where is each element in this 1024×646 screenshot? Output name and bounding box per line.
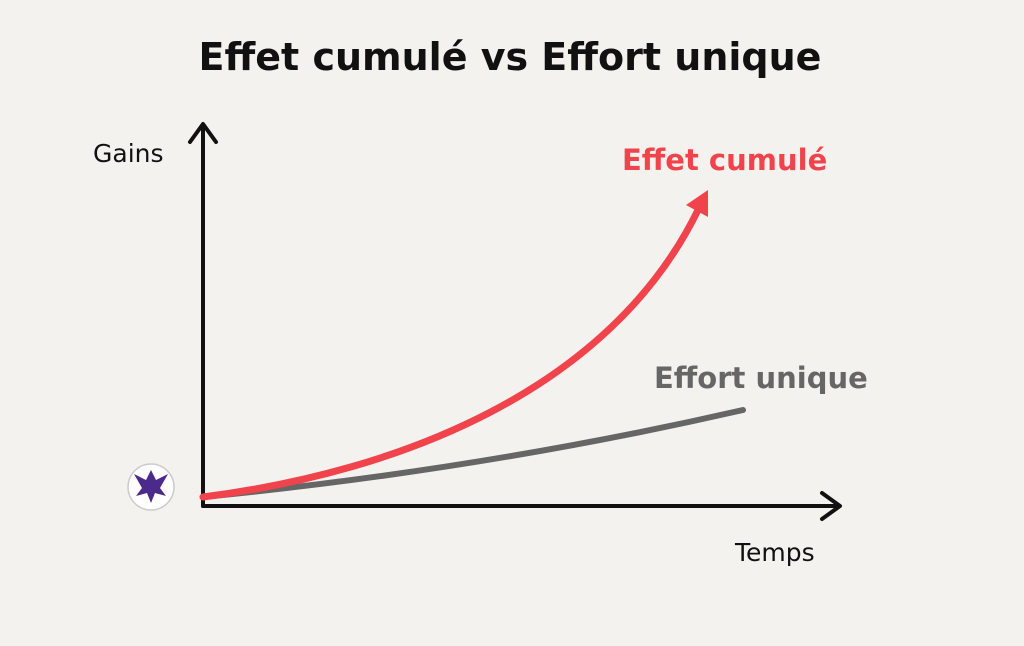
axes [188, 122, 842, 521]
cumulative-arrow [686, 190, 708, 217]
y-axis-label: Gains [93, 139, 164, 168]
x-axis-arrow [820, 491, 842, 521]
effort-curve [200, 407, 746, 500]
logo [127, 463, 175, 511]
x-axis-label: Temps [734, 538, 815, 567]
cumulative-curve [199, 206, 702, 501]
effort-label: Effort unique [654, 361, 868, 395]
title: Effet cumulé vs Effort unique [199, 35, 822, 79]
y-axis-arrow [188, 122, 218, 144]
cumulative-label: Effet cumulé [622, 143, 827, 177]
